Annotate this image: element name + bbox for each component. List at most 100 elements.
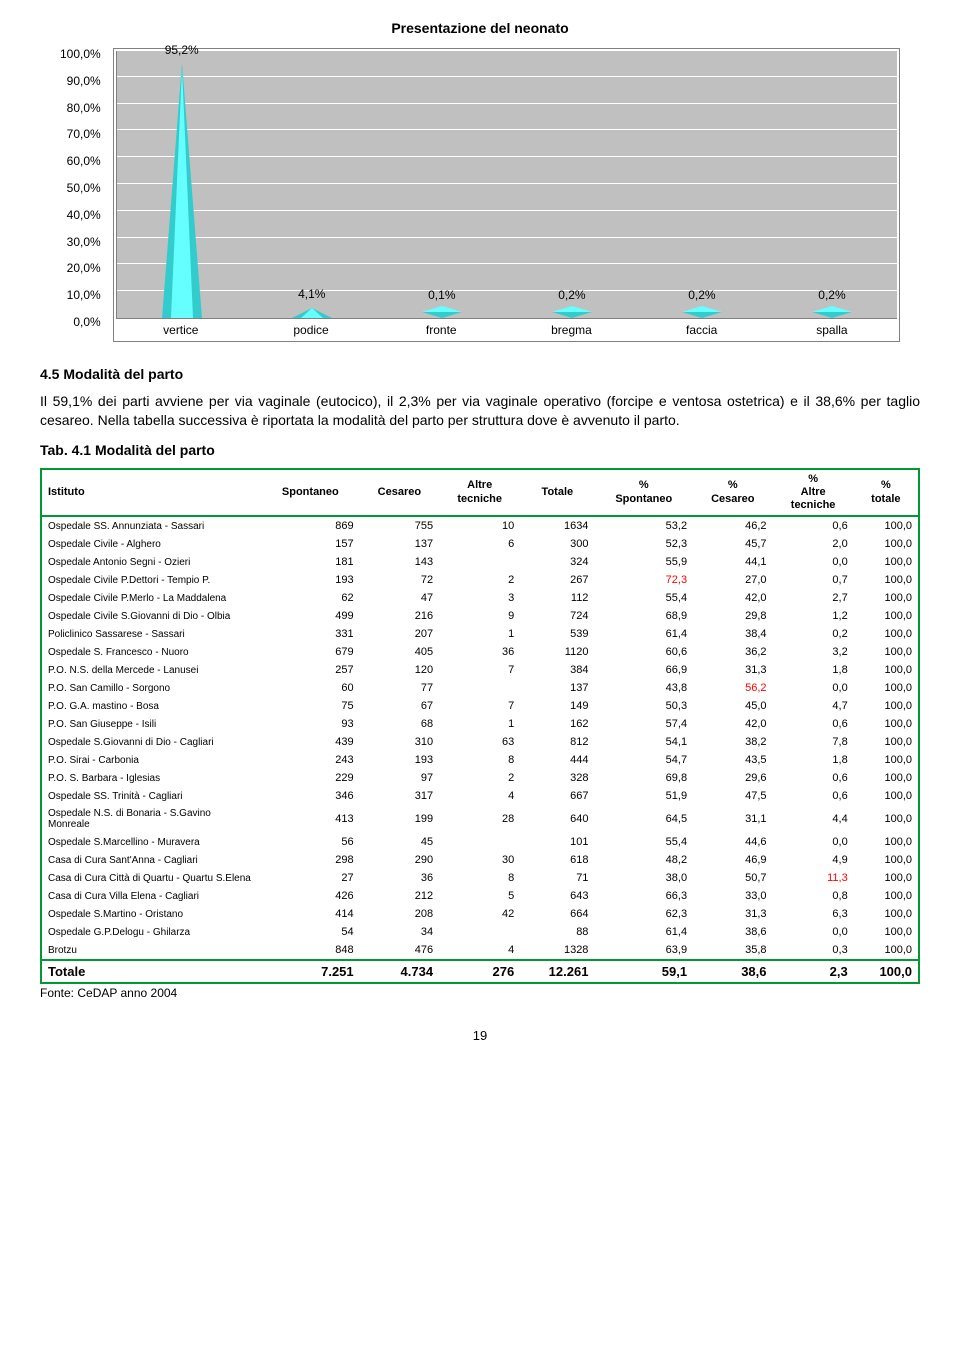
table-row: Policlinico Sassarese - Sassari331207153…	[41, 625, 919, 643]
table-cell: 72	[360, 571, 439, 589]
grid-line	[117, 237, 897, 238]
y-tick: 80,0%	[60, 102, 101, 114]
table-cell: 100,0	[854, 643, 919, 661]
table-cell: 0,8	[773, 887, 854, 905]
table-cell: P.O. S. Barbara - Iglesias	[41, 769, 261, 787]
table-cell: 0,2	[773, 625, 854, 643]
y-tick: 100,0%	[60, 48, 101, 60]
table-cell: 62,3	[594, 905, 693, 923]
table-cell: 30	[439, 851, 520, 869]
table-cell: 100,0	[854, 535, 919, 553]
grid-line	[117, 156, 897, 157]
table-cell: 229	[261, 769, 360, 787]
table-cell: 100,0	[854, 625, 919, 643]
grid-line	[117, 76, 897, 77]
table-cell: 12.261	[520, 960, 594, 983]
table-cell: 181	[261, 553, 360, 571]
table-body: Ospedale SS. Annunziata - Sassari8697551…	[41, 516, 919, 983]
table-cell: 640	[520, 805, 594, 833]
y-tick: 40,0%	[60, 209, 101, 221]
grid-line	[117, 49, 897, 50]
table-cell: 2	[439, 769, 520, 787]
table-cell: 324	[520, 553, 594, 571]
table-row: Ospedale S. Francesco - Nuoro67940536112…	[41, 643, 919, 661]
table-cell: P.O. Sirai - Carbonia	[41, 751, 261, 769]
x-tick: vertice	[116, 319, 246, 339]
table-cell: 60,6	[594, 643, 693, 661]
table-cell: 54	[261, 923, 360, 941]
table-cell: 60	[261, 679, 360, 697]
table-cell: 52,3	[594, 535, 693, 553]
table-cell: 100,0	[854, 887, 919, 905]
table-row: P.O. San Giuseppe - Isili9368116257,442,…	[41, 715, 919, 733]
table-row: P.O. N.S. della Mercede - Lanusei2571207…	[41, 661, 919, 679]
table-cell: 426	[261, 887, 360, 905]
table-cell: Ospedale S.Marcellino - Muravera	[41, 833, 261, 851]
y-tick: 0,0%	[60, 316, 101, 328]
grid-line	[117, 263, 897, 264]
table-cell: 77	[360, 679, 439, 697]
table-cell: 4,4	[773, 805, 854, 833]
value-label: 95,2%	[165, 43, 199, 57]
plot-frame: 95,2%4,1%0,1%0,2%0,2%0,2% verticepodicef…	[113, 48, 900, 342]
table-cell: 67	[360, 697, 439, 715]
table-cell: Ospedale S. Francesco - Nuoro	[41, 643, 261, 661]
table-cell: 100,0	[854, 805, 919, 833]
table-row: Casa di Cura Villa Elena - Cagliari42621…	[41, 887, 919, 905]
table-cell: Ospedale Civile P.Dettori - Tempio P.	[41, 571, 261, 589]
table-cell: 0,0	[773, 923, 854, 941]
table-cell	[439, 679, 520, 697]
table-cell: 63,9	[594, 941, 693, 960]
table-cell: 93	[261, 715, 360, 733]
chart-cone: 0,2%	[682, 306, 722, 318]
col-header: %Altretecniche	[773, 469, 854, 517]
col-header: Istituto	[41, 469, 261, 517]
table-cell: 7	[439, 697, 520, 715]
table-cell: 55,4	[594, 589, 693, 607]
table-cell: 0,6	[773, 715, 854, 733]
table-cell: 193	[360, 751, 439, 769]
table-cell	[439, 923, 520, 941]
table-cell: 3,2	[773, 643, 854, 661]
table-cell: 100,0	[854, 905, 919, 923]
table-source: Fonte: CeDAP anno 2004	[40, 986, 920, 1000]
table-cell: P.O. N.S. della Mercede - Lanusei	[41, 661, 261, 679]
table-cell: 112	[520, 589, 594, 607]
table-cell: 137	[520, 679, 594, 697]
table-cell: 71	[520, 869, 594, 887]
table-cell: 100,0	[854, 553, 919, 571]
table-cell: P.O. San Giuseppe - Isili	[41, 715, 261, 733]
table-cell: 346	[261, 787, 360, 805]
x-tick: fronte	[376, 319, 506, 339]
table-cell: 157	[261, 535, 360, 553]
table-cell: 10	[439, 516, 520, 535]
table-cell: 42	[439, 905, 520, 923]
table-cell: 100,0	[854, 833, 919, 851]
table-cell: Ospedale S.Martino - Oristano	[41, 905, 261, 923]
table-cell: 100,0	[854, 923, 919, 941]
table-cell: 499	[261, 607, 360, 625]
value-label: 0,2%	[818, 288, 845, 302]
table-cell: 8	[439, 869, 520, 887]
table-cell: Casa di Cura Villa Elena - Cagliari	[41, 887, 261, 905]
table-cell: 869	[261, 516, 360, 535]
table-cell: 0,0	[773, 553, 854, 571]
table-row: Brotzu8484764132863,935,80,3100,0	[41, 941, 919, 960]
table-cell: 100,0	[854, 769, 919, 787]
table-cell: 243	[261, 751, 360, 769]
table-cell: Ospedale Civile S.Giovanni di Dio - Olbi…	[41, 607, 261, 625]
table-row: Ospedale G.P.Delogu - Ghilarza54348861,4…	[41, 923, 919, 941]
col-header: Altretecniche	[439, 469, 520, 517]
y-axis: 100,0%90,0%80,0%70,0%60,0%50,0%40,0%30,0…	[60, 48, 105, 328]
grid-line	[117, 290, 897, 291]
table-row: P.O. Sirai - Carbonia243193844454,743,51…	[41, 751, 919, 769]
table-cell: 539	[520, 625, 594, 643]
table-cell: 1,8	[773, 661, 854, 679]
table-row: Ospedale S.Giovanni di Dio - Cagliari439…	[41, 733, 919, 751]
y-tick: 10,0%	[60, 289, 101, 301]
table-cell: 29,8	[693, 607, 772, 625]
chart-title: Presentazione del neonato	[40, 20, 920, 36]
table-cell: 33,0	[693, 887, 772, 905]
table-cell: 36,2	[693, 643, 772, 661]
table-cell: 120	[360, 661, 439, 679]
